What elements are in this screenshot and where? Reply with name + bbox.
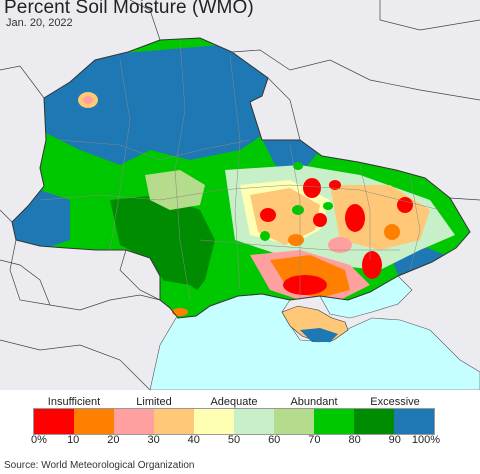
central-abundant-zone xyxy=(110,195,215,300)
legend-tick-label: 70 xyxy=(308,434,321,446)
legend-swatch-7 xyxy=(314,409,354,434)
legend-ticks: 0% 10 20 30 40 50 60 70 80 90 100% xyxy=(0,434,480,448)
dry-hotspots xyxy=(78,92,413,316)
legend-swatch-6 xyxy=(274,409,314,434)
map-date: Jan. 20, 2022 xyxy=(6,17,73,29)
neighbour-borders xyxy=(0,0,480,390)
soil-moisture-map xyxy=(0,0,480,390)
legend-tick-label: 50 xyxy=(227,434,241,446)
ukraine-border xyxy=(11,37,471,319)
legend-swatch-0 xyxy=(34,409,74,434)
legend-swatch-4 xyxy=(194,409,234,434)
legend-swatch-2 xyxy=(114,409,154,434)
legend-tick-label: 40 xyxy=(187,434,200,446)
legend-category-abundant: Abundant xyxy=(290,396,338,408)
legend-color-bar xyxy=(33,408,435,435)
east-limited-zone xyxy=(250,188,320,245)
legend-tick-label: 100% xyxy=(411,434,441,446)
legend-tick-label: 60 xyxy=(268,434,281,446)
north-excessive-zone xyxy=(40,40,300,165)
legend-category-adequate: Adequate xyxy=(210,396,258,408)
legend-swatch-8 xyxy=(354,409,394,434)
legend-tick-label: 30 xyxy=(147,434,160,446)
legend-category-insufficient: Insufficient xyxy=(47,396,101,408)
legend: Insufficient Limited Adequate Abundant E… xyxy=(0,390,480,454)
southwest-coast-zone xyxy=(160,280,210,318)
legend-category-excessive: Excessive xyxy=(370,396,420,408)
legend-tick-label: 20 xyxy=(107,434,120,446)
legend-swatch-5 xyxy=(234,409,274,434)
legend-swatch-1 xyxy=(74,409,114,434)
legend-categories: Insufficient Limited Adequate Abundant E… xyxy=(0,396,480,410)
source-credit: Source: World Meteorological Organizatio… xyxy=(4,460,195,471)
oblast-boundaries xyxy=(39,39,441,301)
map-title: Percent Soil Moisture (WMO) xyxy=(4,0,254,18)
legend-tick-label: 90 xyxy=(388,434,401,446)
legend-swatch-3 xyxy=(154,409,194,434)
legend-category-limited: Limited xyxy=(136,396,172,408)
legend-tick-label: 10 xyxy=(67,434,80,446)
wet-pockets xyxy=(260,162,333,241)
crimea-south-wet xyxy=(300,328,338,342)
legend-swatch-9 xyxy=(394,409,434,434)
legend-tick-label: 80 xyxy=(348,434,361,446)
legend-tick-label: 0% xyxy=(31,434,47,446)
